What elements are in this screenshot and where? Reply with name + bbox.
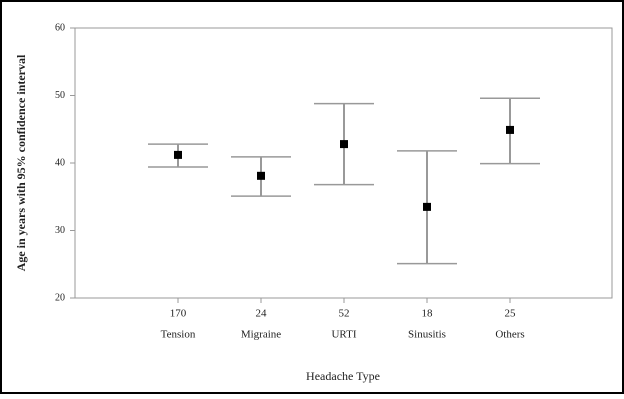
y-tick-label: 40	[55, 157, 65, 168]
x-count-label: 18	[422, 308, 434, 320]
y-tick-label: 20	[55, 292, 65, 303]
mean-point	[257, 171, 265, 180]
x-tick-label: Sinusitis	[408, 329, 446, 341]
y-tick-label: 30	[55, 225, 65, 236]
x-count-label: 170	[170, 308, 187, 320]
x-axis-label: Headache Type	[306, 369, 380, 383]
x-tick-label: Tension	[161, 329, 196, 341]
x-tick-label: Migraine	[241, 329, 281, 341]
x-tick-label: Others	[495, 329, 524, 341]
y-tick-label: 50	[55, 90, 65, 101]
mean-point	[423, 202, 431, 211]
mean-point	[506, 125, 514, 134]
mean-point	[340, 140, 348, 149]
y-axis-label: Age in years with 95% confidence interva…	[14, 54, 28, 271]
x-tick-label: URTI	[331, 329, 356, 341]
y-tick-label: 60	[55, 22, 65, 33]
x-count-label: 24	[256, 308, 268, 320]
x-count-label: 25	[505, 308, 517, 320]
x-count-label: 52	[339, 308, 350, 320]
mean-point	[174, 150, 182, 159]
